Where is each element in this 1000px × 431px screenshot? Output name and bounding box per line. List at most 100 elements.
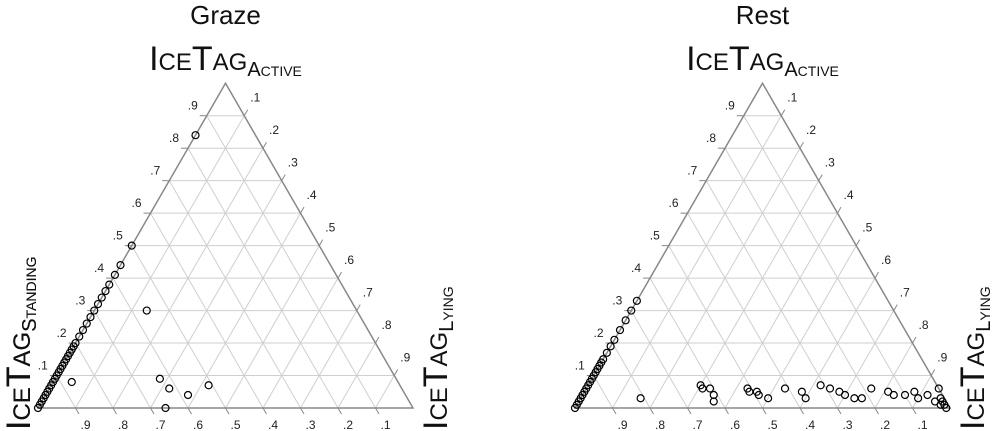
tick-label: .4	[631, 261, 641, 275]
tick-label: .3	[843, 418, 853, 431]
tick-label: .8	[169, 131, 179, 145]
tick-mark	[649, 407, 654, 415]
tick-mark	[318, 239, 324, 246]
tick-label: .1	[918, 418, 928, 431]
data-point	[93, 299, 103, 309]
tick-label: .6	[668, 196, 678, 210]
data-point	[698, 384, 707, 393]
tick-label: .3	[75, 294, 85, 308]
axis-label-sub: Active	[784, 59, 839, 81]
tick-label: .4	[307, 188, 317, 202]
grid-line	[705, 180, 838, 409]
tick-mark	[912, 407, 917, 415]
grid-line	[206, 115, 376, 409]
data-point	[67, 377, 76, 387]
tick-mark	[762, 407, 767, 415]
tick-label: .6	[881, 253, 891, 267]
data-point	[602, 348, 611, 357]
grid-line	[131, 245, 226, 409]
data-point	[857, 394, 866, 403]
grid-line	[300, 310, 358, 409]
grid-line	[168, 180, 301, 409]
grid-line	[593, 375, 613, 409]
data-point	[161, 403, 170, 413]
tick-label: .4	[805, 418, 815, 431]
data-point	[606, 342, 615, 351]
axis-label-main: IceTag	[686, 40, 784, 78]
tick-mark	[187, 407, 192, 415]
tick-label: .8	[118, 418, 128, 431]
tick-label: .3	[825, 156, 835, 170]
tick-mark	[300, 206, 305, 214]
data-point	[71, 338, 80, 348]
data-point	[142, 306, 151, 315]
axis-label-main: IceTag	[149, 40, 247, 78]
grid-line	[612, 115, 782, 409]
grid-line	[56, 375, 76, 409]
chart-title: Graze	[190, 0, 261, 30]
axis-label-main: IceTag	[0, 332, 38, 430]
tick-label: .7	[900, 286, 910, 300]
tick-label: .6	[344, 253, 354, 267]
tick-label: .3	[306, 418, 316, 431]
tick-label: .2	[343, 418, 353, 431]
tick-label: .2	[56, 326, 66, 340]
tick-mark	[780, 109, 786, 116]
data-point	[621, 316, 630, 325]
tick-mark	[837, 407, 842, 415]
data-point	[101, 286, 110, 296]
grid-line	[93, 310, 151, 409]
axis-label-sub: Lying	[973, 286, 995, 331]
tick-mark	[375, 407, 380, 415]
grid-line	[874, 342, 913, 409]
data-point	[78, 325, 88, 335]
tick-mark	[930, 369, 936, 376]
tick-mark	[724, 407, 729, 415]
data-point	[936, 400, 945, 409]
tick-label: .5	[113, 229, 123, 243]
tick-label: .4	[844, 188, 854, 202]
data-point	[914, 394, 923, 403]
tick-label: .2	[269, 123, 279, 137]
data-point	[110, 270, 119, 279]
axis-label-main: IceTag	[0, 332, 38, 430]
tick-mark	[855, 239, 861, 246]
data-point	[632, 296, 641, 305]
data-point	[191, 131, 200, 140]
data-point	[705, 384, 715, 393]
tick-mark	[874, 407, 879, 415]
grid-line	[150, 180, 283, 409]
axis-label: IceTagActive	[686, 40, 839, 81]
tick-label: .5	[231, 418, 241, 431]
data-point	[780, 384, 790, 393]
tick-label: .1	[250, 91, 260, 105]
data-point	[155, 374, 164, 383]
tick-mark	[393, 369, 399, 376]
tick-label: .5	[768, 418, 778, 431]
tick-label: .5	[650, 229, 660, 243]
grid-line	[262, 277, 339, 409]
tick-label: .7	[687, 164, 697, 178]
chart-title: Rest	[736, 0, 790, 30]
grid-line	[912, 375, 932, 409]
tick-label: .2	[880, 418, 890, 431]
axis-label-sub: Active	[247, 59, 302, 81]
axis-label: IceTagStanding	[0, 256, 41, 430]
tick-label: .9	[81, 418, 91, 431]
tick-label: .1	[38, 359, 48, 373]
tick-mark	[612, 407, 617, 415]
grid-line	[75, 342, 114, 409]
tick-label: .7	[363, 286, 373, 300]
tick-label: .2	[593, 326, 603, 340]
data-point	[923, 390, 932, 400]
data-point	[825, 384, 835, 393]
axis-label-sub: Lying	[436, 286, 458, 331]
data-point	[840, 390, 850, 400]
tick-label: .8	[706, 131, 716, 145]
axis-label-sub: Standing	[19, 256, 41, 331]
data-point	[615, 325, 625, 335]
grid-line	[75, 115, 245, 409]
axis-label: IceTagStanding	[0, 256, 41, 430]
